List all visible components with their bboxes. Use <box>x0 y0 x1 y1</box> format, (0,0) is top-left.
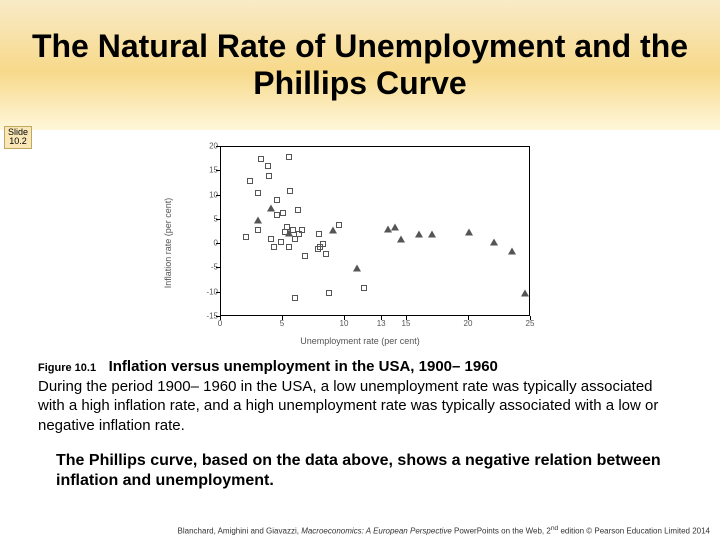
data-point <box>336 222 342 228</box>
x-axis-label: Unemployment rate (per cent) <box>300 336 420 346</box>
figure-title: Inflation versus unemployment in the USA… <box>109 358 498 375</box>
footer-citation: Blanchard, Amighini and Giavazzi, Macroe… <box>178 525 710 536</box>
data-point <box>267 204 275 211</box>
plot-area <box>220 146 530 316</box>
data-point <box>254 216 262 223</box>
data-point <box>247 178 253 184</box>
data-point <box>508 248 516 255</box>
data-point <box>271 244 277 250</box>
x-tick <box>406 316 407 320</box>
scatter-chart: Inflation rate (per cent) Unemployment r… <box>170 138 550 348</box>
x-tick <box>282 316 283 320</box>
data-point <box>490 238 498 245</box>
badge-line2: 10.2 <box>8 137 28 146</box>
data-point <box>428 231 436 238</box>
data-point <box>287 188 293 194</box>
data-point <box>465 229 473 236</box>
data-point <box>286 154 292 160</box>
data-point <box>266 173 272 179</box>
x-tick-label: 15 <box>402 319 411 328</box>
x-tick-label: 20 <box>464 319 473 328</box>
y-tick <box>216 219 220 220</box>
x-tick-label: 13 <box>377 319 386 328</box>
footer-authors: Blanchard, Amighini and Giavazzi, <box>178 527 299 536</box>
data-point <box>329 226 337 233</box>
data-point <box>295 207 301 213</box>
data-point <box>274 212 280 218</box>
y-axis-label: Inflation rate (per cent) <box>163 198 173 289</box>
x-tick <box>344 316 345 320</box>
x-tick-label: 10 <box>340 319 349 328</box>
footer-rest: PowerPoints on the Web, 2 <box>454 527 551 536</box>
data-point <box>286 244 292 250</box>
y-tick <box>216 243 220 244</box>
data-point <box>268 236 274 242</box>
data-point <box>243 234 249 240</box>
footer-tail: edition © Pearson Education Limited 2014 <box>558 527 710 536</box>
slide-number-badge: Slide 10.2 <box>4 126 32 149</box>
data-point <box>278 239 284 245</box>
data-point <box>299 227 305 233</box>
x-tick <box>220 316 221 320</box>
header-gradient: The Natural Rate of Unemployment and the… <box>0 0 720 130</box>
data-point <box>316 231 322 237</box>
x-tick <box>381 316 382 320</box>
data-point <box>361 285 367 291</box>
figure-label: Figure 10.1 <box>38 362 96 374</box>
bold-conclusion: The Phillips curve, based on the data ab… <box>38 451 682 491</box>
y-tick <box>216 267 220 268</box>
x-tick <box>530 316 531 320</box>
footer-book-title: Macroeconomics: A European Perspective <box>301 527 452 536</box>
data-point <box>302 253 308 259</box>
y-tick <box>216 292 220 293</box>
data-point <box>326 290 332 296</box>
data-point <box>285 230 293 237</box>
data-point <box>265 163 271 169</box>
data-point <box>280 210 286 216</box>
x-tick-label: 25 <box>526 319 535 328</box>
data-point <box>255 227 261 233</box>
slide-title: The Natural Rate of Unemployment and the… <box>0 28 720 102</box>
data-point <box>353 265 361 272</box>
data-point <box>320 241 326 247</box>
y-tick <box>216 146 220 147</box>
data-point <box>274 197 280 203</box>
data-point <box>255 190 261 196</box>
figure-caption-line: Figure 10.1 Inflation versus unemploymen… <box>38 358 682 377</box>
chart-container: Inflation rate (per cent) Unemployment r… <box>0 138 720 348</box>
y-tick <box>216 170 220 171</box>
figure-paragraph: During the period 1900– 1960 in the USA,… <box>38 377 682 436</box>
data-point <box>397 236 405 243</box>
body-text: Figure 10.1 Inflation versus unemploymen… <box>0 348 720 491</box>
data-point <box>521 289 529 296</box>
data-point <box>258 156 264 162</box>
x-tick-label: 0 <box>218 319 222 328</box>
x-tick-label: 5 <box>280 319 284 328</box>
x-tick <box>468 316 469 320</box>
y-tick <box>216 195 220 196</box>
data-point <box>292 295 298 301</box>
data-point <box>391 224 399 231</box>
data-point <box>323 251 329 257</box>
data-point <box>415 231 423 238</box>
